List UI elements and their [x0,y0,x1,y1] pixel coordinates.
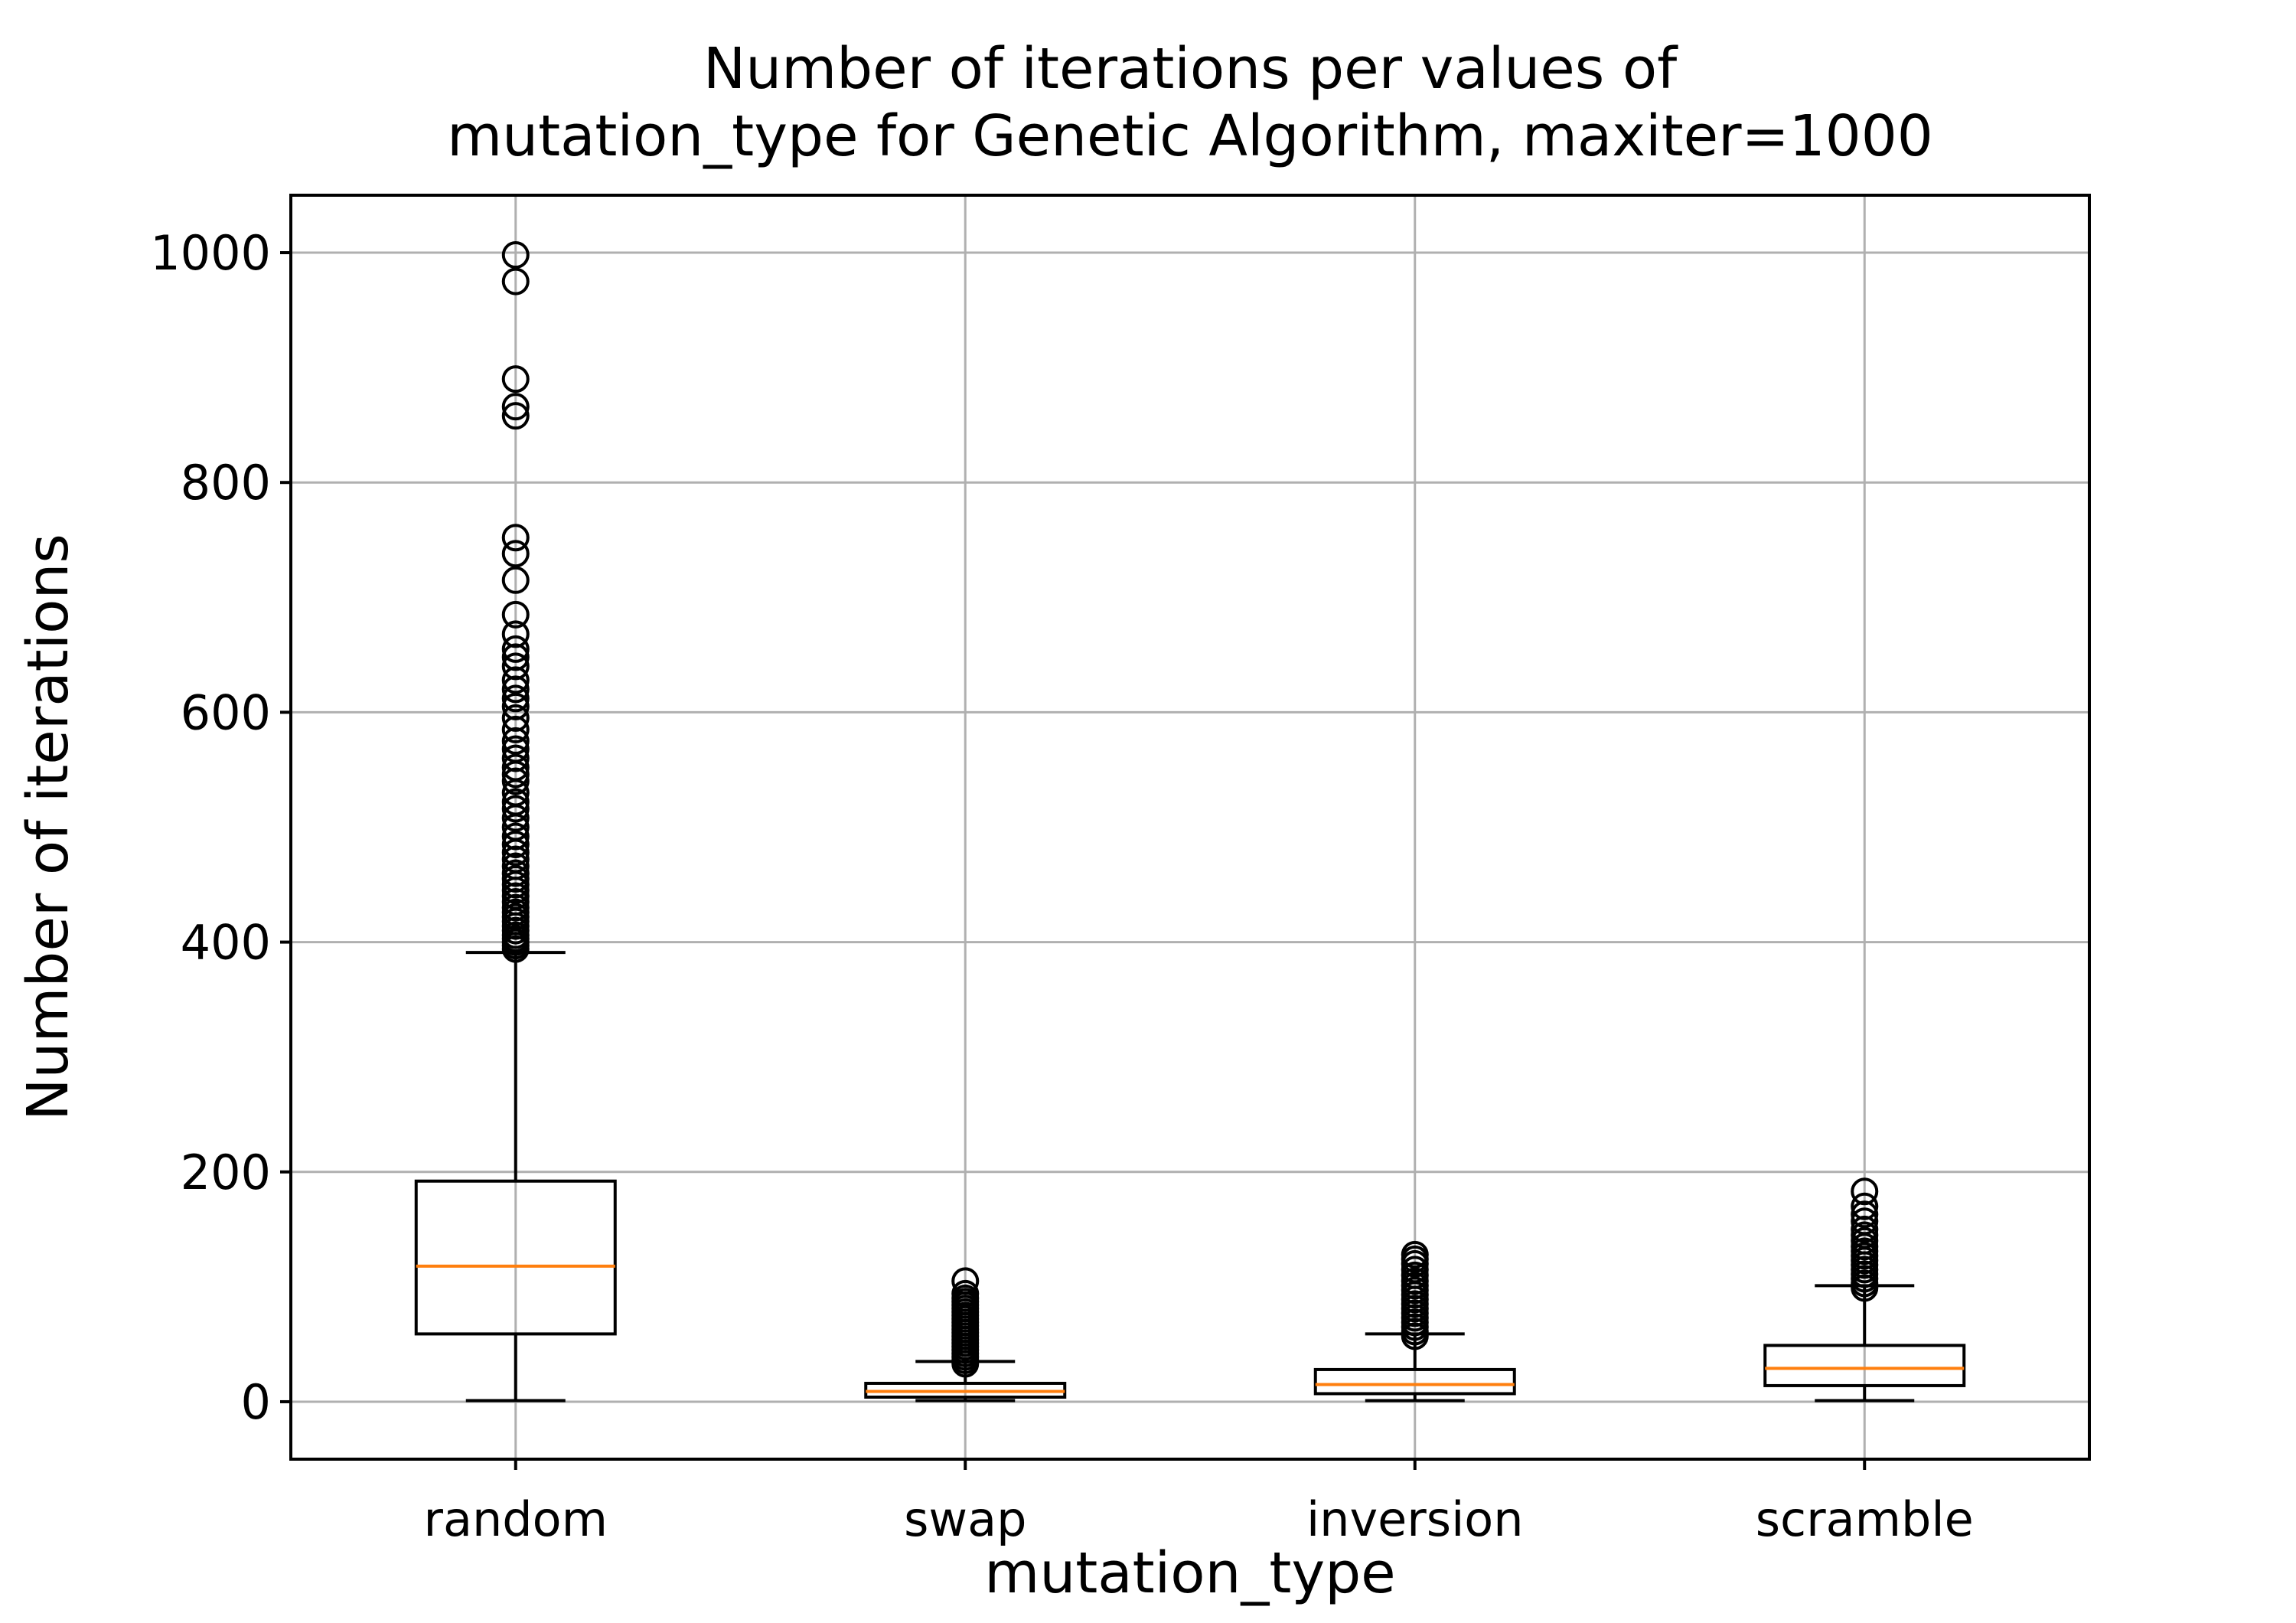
frame-layer [289,194,2091,1461]
iqr-box [414,1179,617,1336]
plot-frame [289,194,2091,1461]
outlier-point [501,524,530,552]
box-swap [864,1267,1067,1403]
x-tick-label: scramble [1756,1491,1974,1547]
outlier-point [1401,1240,1429,1269]
box-inversion [1313,1240,1516,1403]
outlier-point [501,566,530,594]
y-tick-label: 800 [181,455,271,511]
outlier-point [501,393,530,421]
outlier-point [501,753,530,782]
grid-layer [291,195,2089,1459]
outlier-point [951,1267,980,1295]
chart-title-line: mutation_type for Genetic Algorithm, max… [447,103,1933,169]
outlier-point [1851,1177,1879,1206]
outlier-point [501,635,530,663]
outlier-point [501,620,530,648]
outlier-point [1851,1192,1879,1220]
y-tick-label: 600 [181,684,271,740]
outlier-point [501,267,530,296]
x-axis-label: mutation_type [984,1540,1395,1606]
tick-layer: 0 200 400 600 800 1000 random swap inversion scra… [150,225,1974,1547]
iqr-box [1313,1367,1516,1396]
outlier-point [501,540,530,568]
x-tick-label: random [424,1491,608,1547]
outlier-point [501,735,530,763]
outlier-point [501,795,530,823]
x-tick-label: inversion [1306,1491,1524,1547]
box-random [414,241,617,1403]
outlier-point [501,652,530,681]
chart-title: Number of iterations per values of mutati… [447,36,1933,169]
outlier-point [501,684,530,713]
outlier-point [501,744,530,772]
outlier-point [1851,1207,1879,1236]
box-layer [414,241,1966,1403]
outlier-point [501,852,530,880]
outlier-point [501,831,530,859]
y-tick-label: 400 [181,915,271,971]
outlier-point [501,704,530,732]
outlier-point [501,788,530,816]
x-tick-label: swap [904,1491,1026,1547]
outlier-point [501,365,530,394]
chart-title-line: Number of iterations per values of [703,36,1678,102]
outlier-point [951,1279,980,1308]
y-axis-label: Number of iterations [15,534,81,1121]
outlier-point [501,822,530,851]
y-tick-label: 1000 [150,225,271,281]
y-tick-label: 200 [181,1145,271,1200]
y-tick-label: 0 [241,1374,271,1430]
outlier-point [501,692,530,720]
box-scramble [1763,1177,1966,1403]
outlier-point [501,600,530,629]
iqr-box [1763,1344,1966,1387]
outlier-point [501,241,530,269]
outlier-point [501,402,530,430]
outlier-point [501,859,530,887]
